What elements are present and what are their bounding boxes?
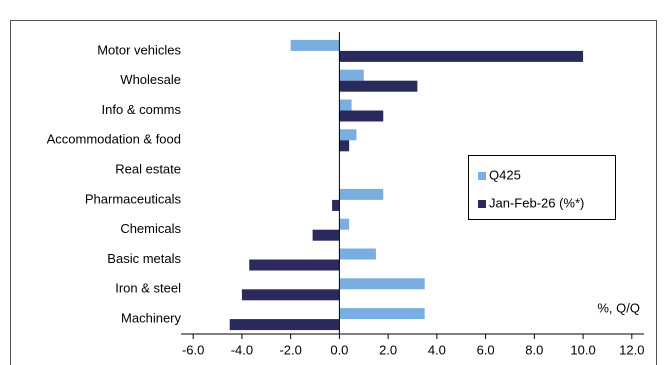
bar <box>339 99 352 111</box>
bar <box>339 188 384 200</box>
bar <box>339 50 584 62</box>
legend-box <box>468 155 616 220</box>
bar <box>339 80 418 92</box>
y-tick-label: Wholesale <box>120 72 181 87</box>
y-tick-label: Machinery <box>121 311 181 326</box>
y-tick-label: Accommodation & food <box>47 132 181 147</box>
y-tick-label: Iron & steel <box>115 281 181 296</box>
y-tick-label: Real estate <box>115 162 181 177</box>
bar <box>241 289 340 301</box>
bar <box>339 140 350 152</box>
x-tick-label: 2.0 <box>379 342 397 357</box>
bar <box>332 199 340 211</box>
x-tick-label: 12.0 <box>619 342 644 357</box>
x-tick-label: -4.0 <box>231 342 253 357</box>
x-tick-label: 6.0 <box>477 342 495 357</box>
legend-swatch <box>478 200 486 208</box>
bar <box>290 39 340 51</box>
x-tick-label: -2.0 <box>279 342 301 357</box>
bar <box>312 229 340 241</box>
unit-annotation: %, Q/Q <box>597 300 640 315</box>
bar <box>339 69 364 81</box>
bar <box>229 319 340 331</box>
bar <box>339 218 350 230</box>
y-tick-label: Info & comms <box>102 102 182 117</box>
x-tick-label: 4.0 <box>428 342 446 357</box>
x-tick-label: 8.0 <box>525 342 543 357</box>
bar <box>339 248 376 260</box>
bar <box>339 129 357 141</box>
x-tick-label: 10.0 <box>570 342 595 357</box>
legend-swatch <box>478 172 486 180</box>
bar <box>339 110 384 122</box>
x-tick-label: -6.0 <box>182 342 204 357</box>
legend-label: Jan-Feb-26 (%*) <box>489 195 584 210</box>
bar <box>339 278 425 290</box>
y-tick-label: Pharmaceuticals <box>85 191 182 206</box>
x-tick-label: 0.0 <box>330 342 348 357</box>
bar <box>339 308 425 320</box>
bar <box>249 259 340 271</box>
y-tick-label: Basic metals <box>107 251 181 266</box>
legend-label: Q425 <box>489 167 521 182</box>
y-tick-label: Chemicals <box>120 221 181 236</box>
y-tick-label: Motor vehicles <box>97 42 181 57</box>
chart-border <box>10 20 657 365</box>
